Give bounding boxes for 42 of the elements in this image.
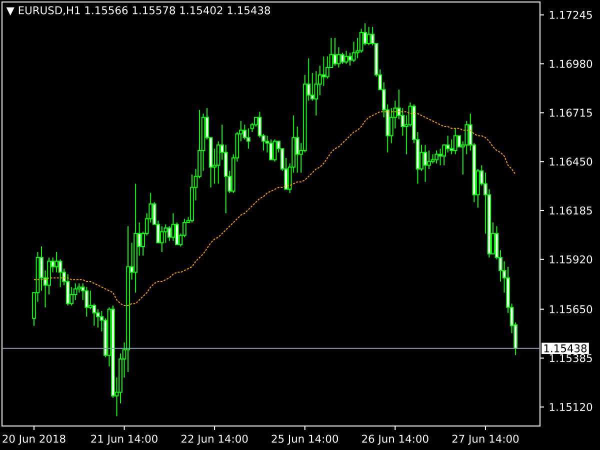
candlestick xyxy=(450,138,454,155)
candlestick xyxy=(340,52,344,64)
candlestick xyxy=(88,290,92,310)
candlestick xyxy=(167,226,172,242)
candlestick xyxy=(171,212,176,242)
x-tick-label: 20 Jun 2018 xyxy=(2,434,66,445)
candlestick xyxy=(295,126,300,174)
ref-line-label: 1.15438 xyxy=(544,344,587,352)
candlestick xyxy=(54,252,58,273)
candlestick xyxy=(344,50,348,64)
candlestick xyxy=(453,128,458,155)
candlestick xyxy=(446,135,450,153)
candlestick xyxy=(352,41,356,62)
x-tick-label: 21 Jun 14:00 xyxy=(91,434,158,445)
candlestick xyxy=(427,150,431,170)
candlestick xyxy=(438,148,442,166)
candlestick xyxy=(366,26,371,46)
candlestick xyxy=(333,37,337,66)
y-tick-label: 1.15920 xyxy=(550,255,592,264)
y-tick-label: 1.15385 xyxy=(550,354,592,362)
y-tick-label: 1.16715 xyxy=(550,108,592,117)
x-tick-label: 27 Jun 14:00 xyxy=(452,434,519,445)
x-tick-label: 22 Jun 14:00 xyxy=(181,434,248,445)
y-tick-label: 1.16185 xyxy=(550,206,592,215)
candlestick xyxy=(84,286,89,318)
candlestick xyxy=(269,138,273,160)
x-tick-label: 25 Jun 14:00 xyxy=(272,434,338,445)
y-tick-label: 1.16980 xyxy=(550,60,592,68)
candlestick xyxy=(423,144,428,182)
y-tick-label: 1.16450 xyxy=(550,158,592,166)
candlestick xyxy=(322,56,326,86)
candlestick xyxy=(336,46,341,68)
x-tick-label: 26 Jun 14:00 xyxy=(362,434,428,445)
y-tick-label: 1.15650 xyxy=(550,305,592,314)
candlestick xyxy=(348,52,352,66)
chart-title: ▼ EURUSD,H1 1.15566 1.15578 1.15402 1.15438 xyxy=(6,6,270,16)
candlestick xyxy=(246,128,250,150)
y-tick-label: 1.17245 xyxy=(550,10,592,19)
candlestick xyxy=(160,226,164,253)
y-tick-label: 1.15120 xyxy=(550,402,592,412)
candlestick xyxy=(434,150,438,164)
candlestick xyxy=(272,138,277,162)
